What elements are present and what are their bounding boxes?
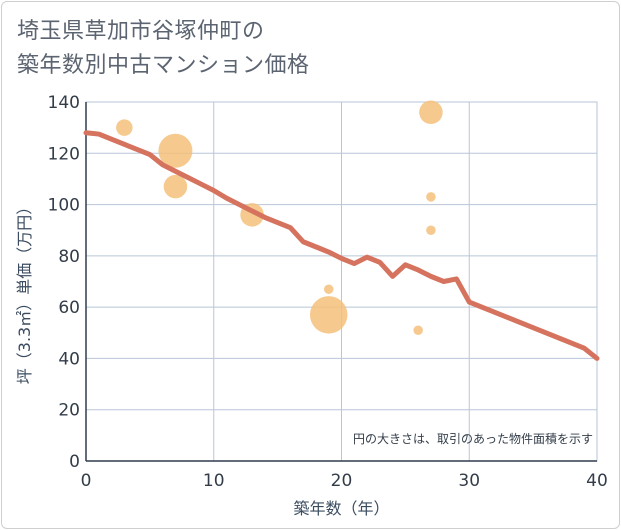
bubble-size-note: 円の大きさは、取引のあった物件面積を示す: [353, 431, 593, 446]
bubble-point: [116, 119, 133, 136]
y-tick-label: 60: [58, 298, 80, 318]
chart-title-line-2: 築年数別中古マンション価格: [17, 53, 310, 78]
y-tick-label: 100: [48, 196, 80, 216]
y-axis-label: 坪（3.3㎡）単価（万円）: [15, 199, 34, 384]
bubble-point: [158, 133, 193, 168]
bubble-point: [426, 225, 436, 235]
y-tick-label: 40: [58, 349, 80, 369]
x-axis-label: 築年数（年）: [293, 499, 389, 518]
price-trend-line: [83, 130, 600, 361]
x-tick-label: 0: [81, 471, 92, 491]
bubble-point: [413, 325, 423, 335]
bubble-layer: [116, 100, 443, 335]
y-tick-label: 120: [48, 144, 80, 164]
chart-title-line-1: 埼玉県草加市谷塚仲町の: [17, 19, 265, 44]
x-tick-label: 40: [586, 471, 608, 491]
y-tick-label: 20: [58, 401, 80, 421]
bubble-point: [426, 192, 436, 202]
x-tick-label: 10: [203, 471, 225, 491]
bubble-point: [419, 100, 443, 125]
chart-title: 埼玉県草加市谷塚仲町の 築年数別中古マンション価格: [17, 15, 310, 83]
y-tick-label: 140: [48, 93, 80, 113]
x-tick-label: 30: [458, 471, 480, 491]
bubble-point: [309, 296, 348, 334]
bubble-point: [323, 284, 334, 294]
x-tick-label: 20: [331, 471, 353, 491]
y-tick-label: 0: [69, 452, 80, 472]
y-tick-label: 80: [58, 247, 80, 267]
bubble-point: [163, 174, 188, 199]
